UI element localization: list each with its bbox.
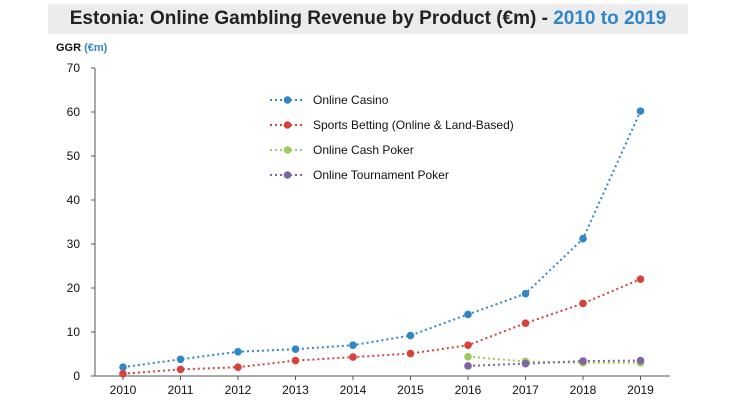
series-line-3 [467, 359, 641, 367]
y-tick-label: 30 [67, 237, 81, 251]
data-point [464, 310, 472, 319]
x-tick-label: 2013 [282, 383, 309, 397]
data-point [349, 341, 357, 350]
data-point [291, 345, 300, 353]
legend-marker [283, 121, 292, 129]
x-tick-label: 2012 [225, 383, 252, 397]
x-tick-label: 2011 [168, 383, 194, 397]
data-point [636, 356, 645, 365]
y-tick-label: 60 [67, 105, 81, 119]
y-axis-label-text: GGR [56, 42, 82, 54]
legend-label: Online Cash Poker [313, 143, 414, 157]
data-point [636, 107, 645, 115]
x-tick-label: 2019 [627, 383, 654, 397]
legend-label: Online Casino [313, 93, 389, 107]
legend-marker [283, 171, 292, 179]
y-tick-label: 70 [67, 61, 81, 75]
series-line-0 [122, 110, 642, 369]
data-point [464, 352, 472, 361]
data-point [234, 348, 242, 356]
y-tick-label: 10 [67, 325, 81, 339]
data-point [464, 362, 472, 370]
x-tick-label: 2015 [397, 383, 424, 397]
y-tick-label: 40 [67, 193, 81, 207]
legend-label: Sports Betting (Online & Land-Based) [313, 118, 514, 132]
data-point [521, 359, 530, 368]
legend-label: Online Tournament Poker [313, 168, 449, 182]
data-point [119, 363, 127, 372]
data-point [406, 331, 415, 340]
data-point [464, 341, 472, 350]
legend-marker [283, 96, 292, 104]
y-tick-label: 50 [67, 149, 81, 163]
data-point [291, 356, 300, 365]
data-point [579, 299, 587, 308]
legend-marker [283, 146, 292, 154]
data-point [176, 355, 185, 364]
y-tick-label: 0 [73, 369, 80, 383]
y-axis-label-unit: (€m) [84, 42, 108, 54]
data-point [636, 275, 645, 284]
chart-title: Estonia: Online Gambling Revenue by Prod… [48, 4, 688, 34]
data-point [521, 319, 530, 328]
data-point [406, 349, 415, 358]
x-tick-label: 2017 [512, 383, 539, 397]
data-point [176, 365, 185, 374]
chart-title-accent: 2010 to 2019 [553, 8, 667, 29]
series-line-1 [122, 278, 641, 375]
x-tick-label: 2018 [570, 383, 597, 397]
data-point [349, 353, 357, 361]
x-tick-label: 2016 [455, 383, 482, 397]
y-axis-label: GGR (€m) [56, 42, 107, 54]
data-point [234, 363, 242, 372]
chart-title-main: Estonia: Online Gambling Revenue by Prod… [69, 8, 554, 29]
y-tick-label: 20 [67, 281, 81, 295]
data-point [579, 234, 587, 243]
data-point [521, 289, 530, 298]
data-point [579, 357, 587, 365]
x-tick-label: 2014 [340, 383, 367, 397]
x-tick-label: 2010 [110, 383, 137, 397]
data-point [119, 370, 127, 378]
